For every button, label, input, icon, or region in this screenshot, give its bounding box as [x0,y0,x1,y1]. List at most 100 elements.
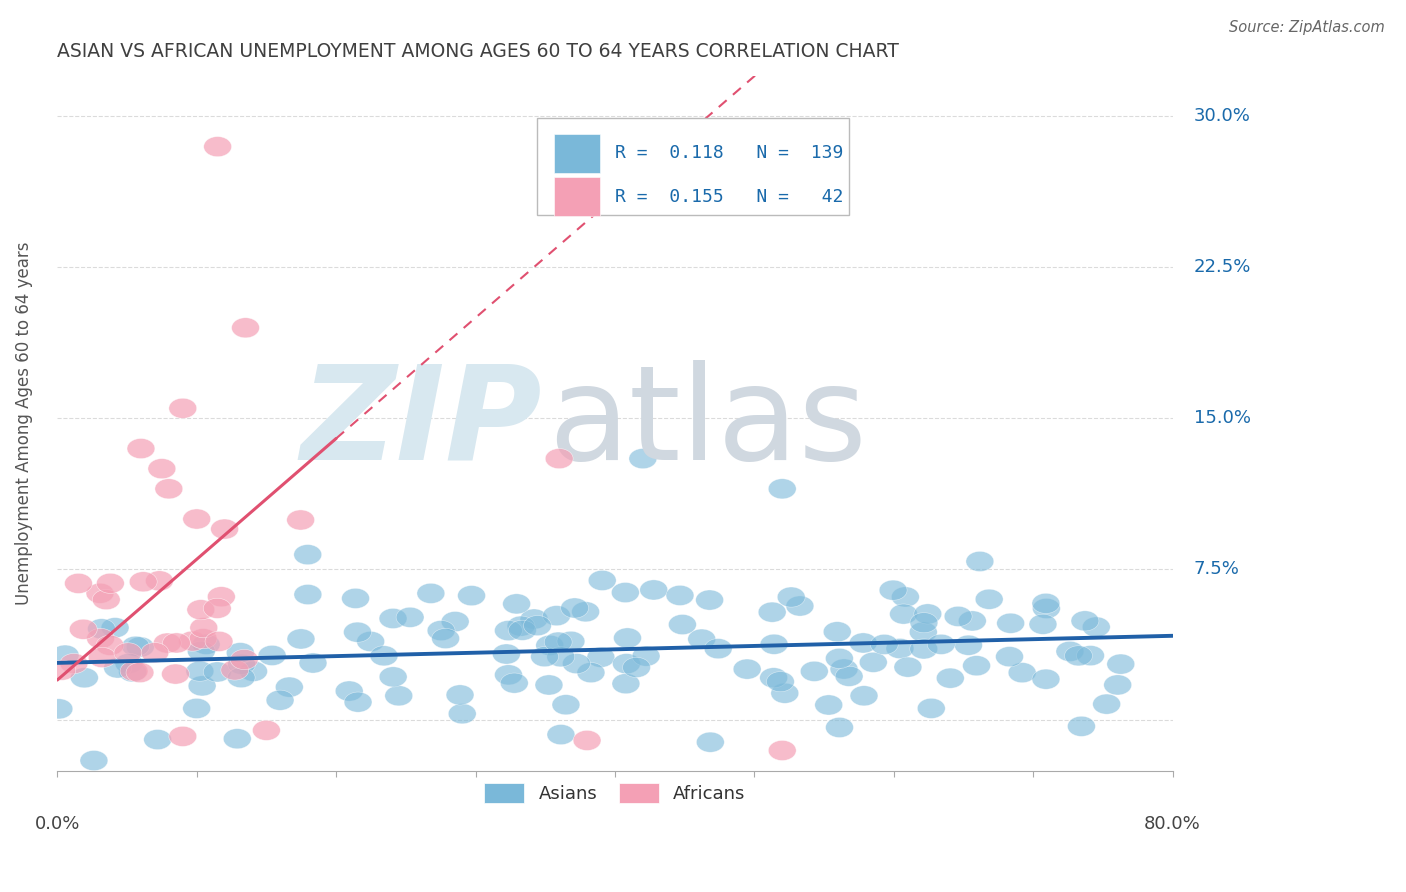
Ellipse shape [1032,669,1060,690]
Ellipse shape [966,551,994,572]
Ellipse shape [835,666,863,686]
Ellipse shape [766,672,794,692]
Ellipse shape [612,582,640,603]
Text: 7.5%: 7.5% [1194,560,1239,578]
Ellipse shape [204,599,231,618]
Ellipse shape [917,698,945,718]
Ellipse shape [287,510,315,530]
Ellipse shape [509,620,536,640]
Ellipse shape [169,726,197,747]
FancyBboxPatch shape [554,134,600,173]
Ellipse shape [163,633,190,653]
Legend: Asians, Africans: Asians, Africans [477,776,752,810]
Ellipse shape [492,644,520,665]
Ellipse shape [759,668,787,688]
Ellipse shape [232,318,260,338]
Ellipse shape [1104,675,1132,695]
Ellipse shape [357,632,385,651]
Ellipse shape [221,660,249,680]
Ellipse shape [995,647,1024,666]
Ellipse shape [825,648,853,668]
Ellipse shape [48,660,76,681]
Text: R =  0.118   N =  139: R = 0.118 N = 139 [614,145,844,162]
Ellipse shape [613,654,640,673]
Ellipse shape [586,648,614,667]
Ellipse shape [299,653,328,673]
Text: 15.0%: 15.0% [1194,409,1250,427]
Text: Source: ZipAtlas.com: Source: ZipAtlas.com [1229,20,1385,35]
Ellipse shape [696,590,724,610]
Ellipse shape [1032,593,1060,614]
Ellipse shape [1077,646,1105,665]
Ellipse shape [148,458,176,479]
Ellipse shape [186,661,214,681]
Ellipse shape [576,663,605,682]
Ellipse shape [894,657,922,677]
Ellipse shape [89,648,117,667]
Ellipse shape [1064,646,1092,666]
Ellipse shape [824,622,851,642]
Ellipse shape [890,604,918,624]
Ellipse shape [231,649,259,670]
Ellipse shape [187,599,215,620]
Ellipse shape [70,668,98,688]
Ellipse shape [668,615,696,634]
Ellipse shape [688,629,716,649]
Ellipse shape [188,676,217,696]
Ellipse shape [385,686,413,706]
Ellipse shape [101,617,129,638]
Ellipse shape [344,692,373,712]
Ellipse shape [65,574,93,593]
Ellipse shape [704,639,733,658]
Ellipse shape [226,642,254,663]
Ellipse shape [543,606,571,626]
Ellipse shape [508,616,534,636]
Ellipse shape [287,629,315,649]
Ellipse shape [613,628,641,648]
Ellipse shape [457,585,485,606]
Ellipse shape [87,629,114,648]
Ellipse shape [963,656,990,676]
Ellipse shape [276,677,304,698]
Ellipse shape [396,607,425,627]
Ellipse shape [503,594,530,614]
Ellipse shape [495,621,523,640]
Ellipse shape [187,641,215,661]
Ellipse shape [955,635,983,656]
Ellipse shape [239,661,267,681]
Ellipse shape [228,667,254,688]
Ellipse shape [696,732,724,752]
Ellipse shape [127,637,155,657]
Ellipse shape [104,658,132,678]
Ellipse shape [495,665,523,685]
Ellipse shape [572,602,599,622]
Ellipse shape [910,622,938,642]
Ellipse shape [169,398,197,418]
Ellipse shape [761,634,787,655]
Ellipse shape [60,654,87,673]
Ellipse shape [153,633,181,653]
Ellipse shape [628,449,657,468]
Ellipse shape [814,695,842,715]
Ellipse shape [370,646,398,665]
Ellipse shape [501,673,529,693]
Ellipse shape [1107,654,1135,674]
Text: 80.0%: 80.0% [1144,815,1201,833]
Ellipse shape [441,612,470,632]
Ellipse shape [343,622,371,642]
Ellipse shape [69,619,97,640]
Ellipse shape [768,740,796,761]
Ellipse shape [530,647,558,666]
Ellipse shape [574,731,600,750]
Ellipse shape [557,632,585,651]
Ellipse shape [380,608,406,629]
Ellipse shape [910,639,938,659]
Ellipse shape [520,609,548,629]
Ellipse shape [418,583,444,603]
Ellipse shape [786,596,814,616]
Ellipse shape [114,643,142,663]
Ellipse shape [127,663,153,682]
FancyBboxPatch shape [537,118,849,215]
Ellipse shape [547,647,575,667]
Ellipse shape [380,667,408,687]
